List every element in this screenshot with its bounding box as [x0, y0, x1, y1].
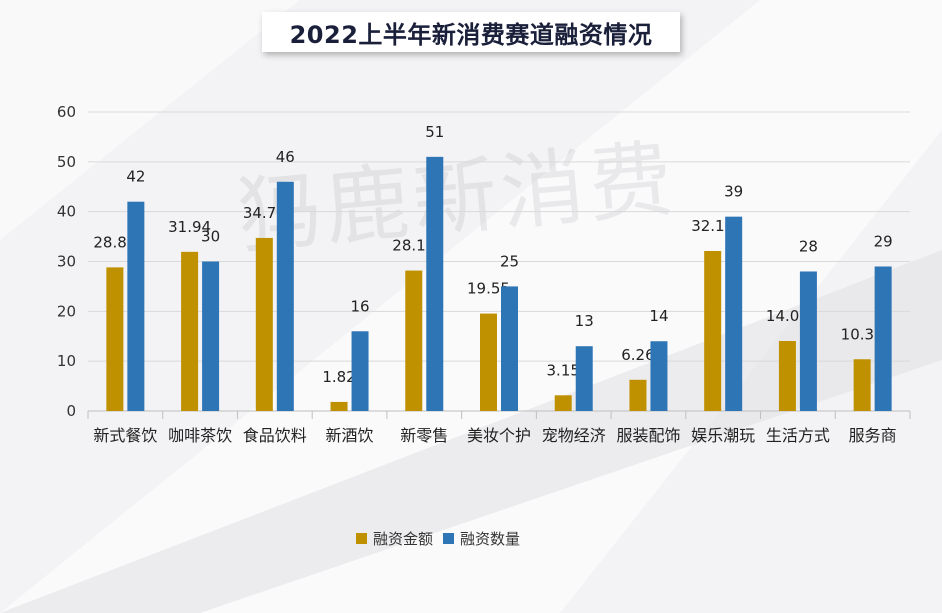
bar-amount	[629, 379, 647, 411]
bar-amount	[480, 313, 497, 411]
data-label: 10.38	[841, 325, 884, 343]
data-label: 28	[799, 237, 818, 255]
data-label: 46	[276, 148, 295, 166]
category-label: 生活方式	[766, 426, 830, 445]
y-tick-label: 10	[57, 352, 76, 370]
category-label: 新式餐饮	[93, 426, 157, 445]
data-label: 16	[350, 297, 369, 315]
data-label: 30	[201, 228, 220, 246]
category-label: 娱乐潮玩	[691, 426, 755, 445]
y-tick-label: 50	[57, 153, 76, 171]
category-label: 食品饮料	[243, 426, 307, 445]
data-label: 1.82	[322, 368, 355, 386]
data-label: 19.55	[467, 280, 510, 298]
bar-count	[426, 156, 444, 411]
bar-amount	[853, 359, 871, 411]
data-label: 39	[724, 183, 743, 201]
category-label: 服装配饰	[616, 426, 680, 445]
data-label: 28.82	[93, 233, 136, 251]
data-label: 31.94	[168, 218, 211, 236]
y-tick-label: 60	[57, 103, 76, 121]
data-label: 13	[575, 312, 594, 330]
y-tick-label: 20	[57, 302, 76, 320]
y-tick-label: 30	[57, 253, 76, 271]
bar-amount	[330, 401, 348, 411]
legend-item: 融资数量	[443, 528, 520, 549]
bar-amount	[181, 251, 199, 411]
bar-amount	[704, 250, 722, 411]
bar-count	[202, 261, 220, 411]
bar-count	[799, 271, 817, 411]
y-tick-label: 40	[57, 203, 76, 221]
category-label: 宠物经济	[542, 426, 606, 445]
category-label: 新零售	[400, 426, 448, 445]
legend-swatch	[443, 533, 455, 544]
data-label: 34.73	[243, 204, 286, 222]
legend-label: 融资数量	[460, 530, 521, 548]
bar-amount	[778, 340, 796, 411]
legend-item: 融资金额	[356, 528, 433, 549]
data-label: 14.05	[766, 307, 809, 325]
data-label: 42	[126, 168, 145, 186]
legend: 融资金额 融资数量	[356, 528, 530, 549]
chart-title: 2022上半年新消费赛道融资情况	[262, 12, 680, 52]
data-label: 32.11	[691, 217, 734, 235]
bar-count	[501, 286, 518, 411]
bar-count	[650, 341, 668, 411]
bar-count	[276, 181, 294, 411]
category-label: 咖啡茶饮	[168, 426, 232, 445]
bar-count	[127, 201, 145, 411]
data-label: 3.15	[547, 361, 580, 379]
category-label: 美妆个护	[467, 426, 531, 445]
data-label: 14	[649, 307, 668, 325]
data-label: 29	[874, 232, 893, 250]
bar-count	[351, 331, 369, 411]
bar-amount	[255, 237, 273, 411]
data-label: 6.26	[621, 346, 654, 364]
bar-amount	[405, 270, 423, 411]
bar-amount	[106, 267, 124, 411]
bar-count	[874, 266, 892, 411]
data-label: 51	[425, 123, 444, 141]
y-tick-label: 0	[66, 402, 76, 420]
bar-count	[575, 346, 593, 411]
category-label: 服务商	[849, 426, 897, 445]
data-label: 28.18	[392, 237, 435, 255]
bar-amount	[554, 395, 572, 411]
category-label: 新酒饮	[326, 426, 374, 445]
legend-swatch	[356, 533, 367, 544]
data-label: 25	[500, 252, 519, 270]
bar-count	[725, 216, 743, 411]
legend-label: 融资金额	[373, 530, 434, 548]
